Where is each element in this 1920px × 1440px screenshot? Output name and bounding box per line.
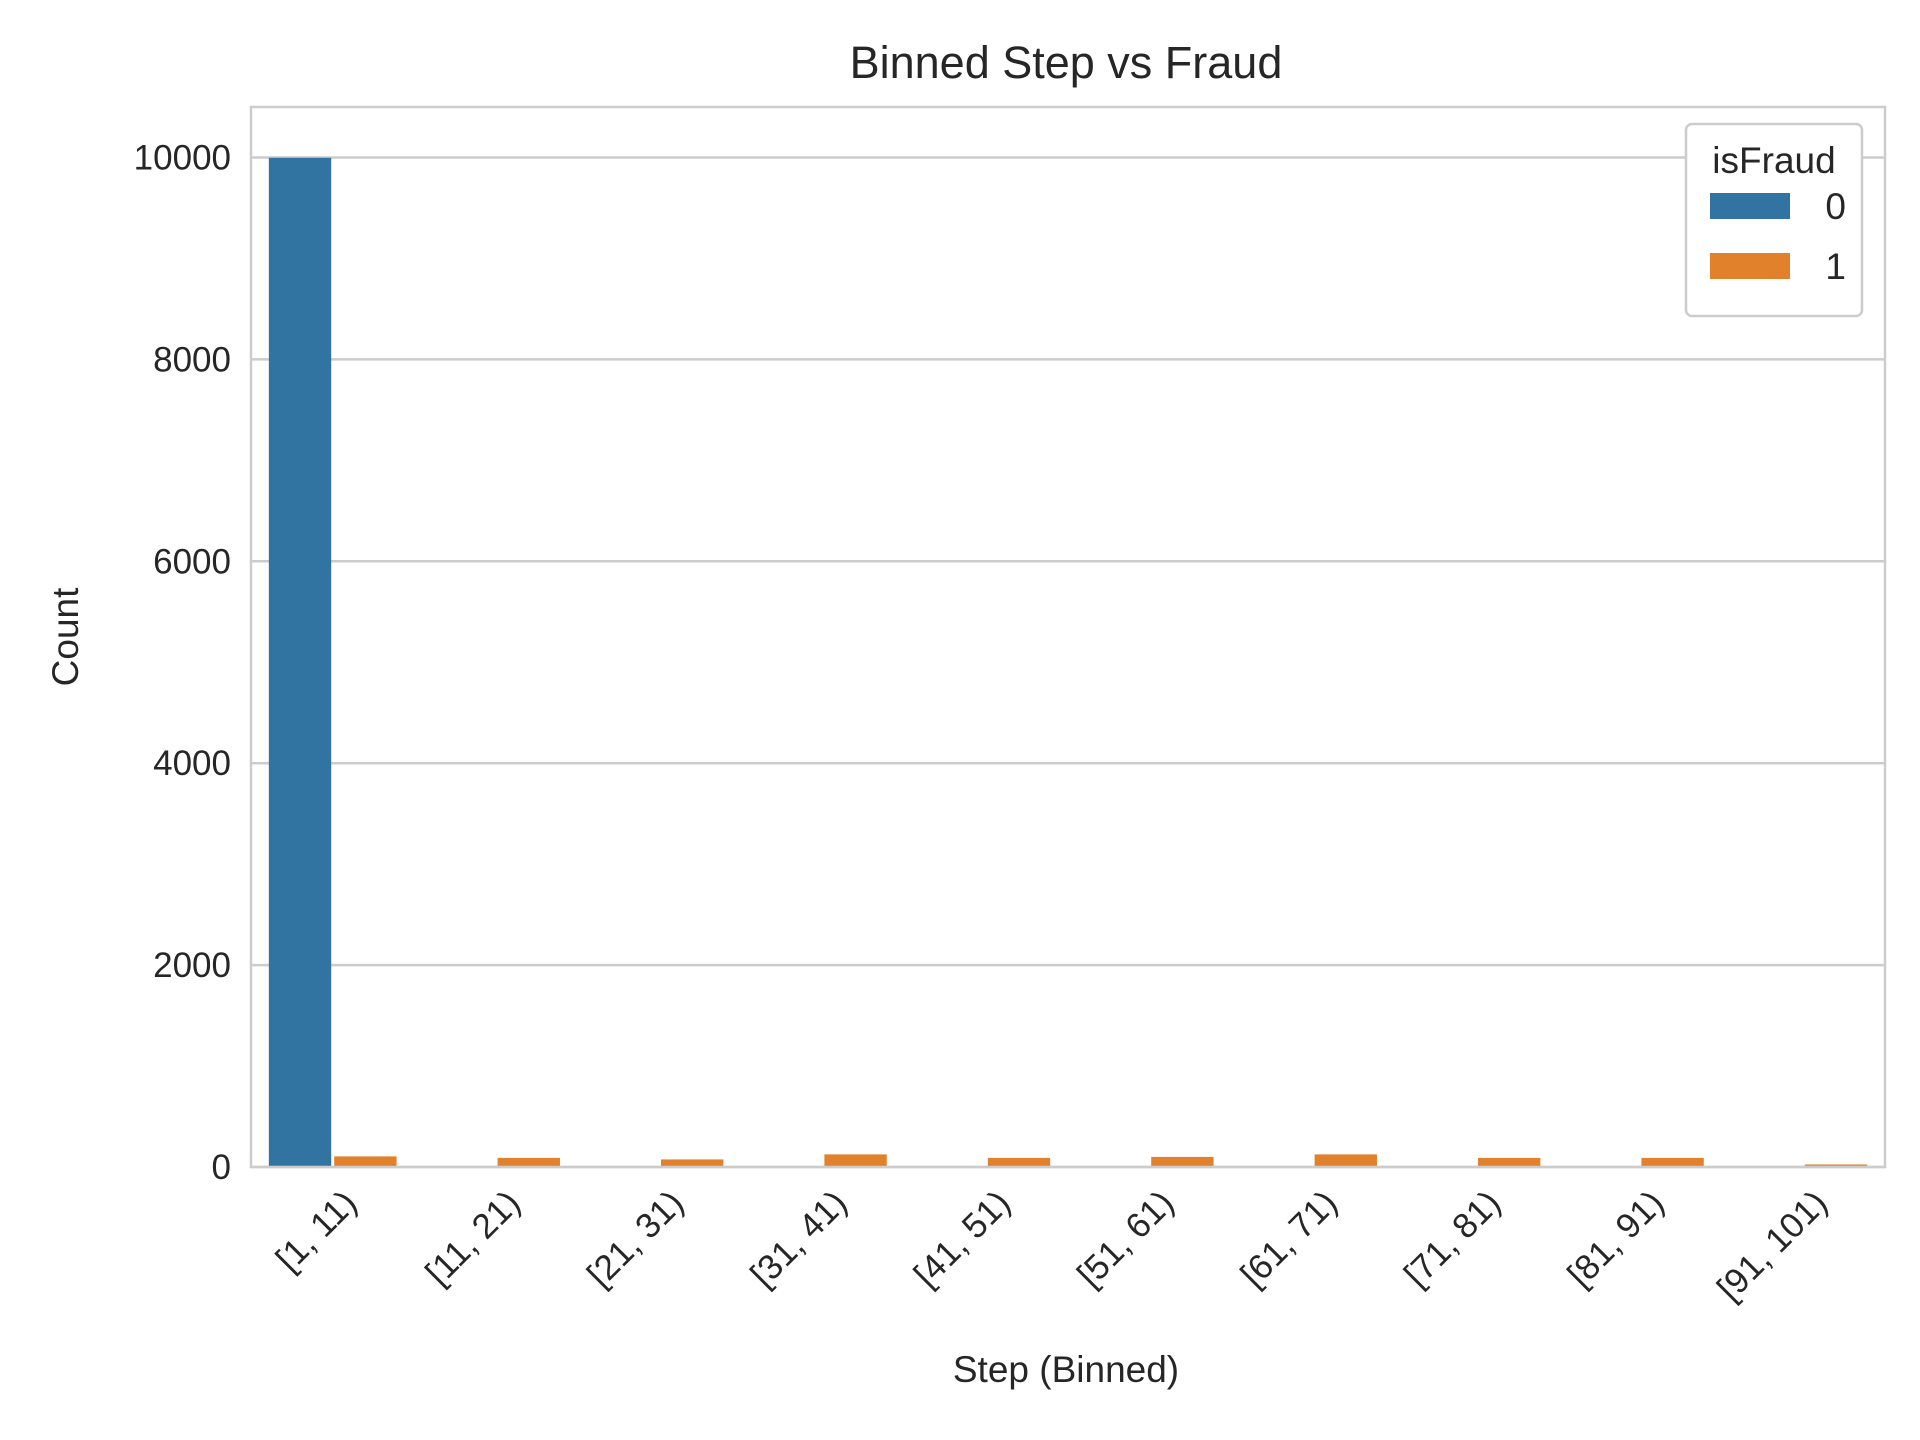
bar-series-0-0 xyxy=(268,157,332,1167)
legend-entries: 01 xyxy=(1710,186,1846,287)
bar-series-1-0 xyxy=(334,1156,397,1167)
bars xyxy=(268,157,1868,1167)
bar-series-1-2 xyxy=(661,1159,724,1167)
bar-series-1-1 xyxy=(497,1157,560,1167)
bar-series-1-3 xyxy=(824,1154,887,1167)
bar-series-1-9 xyxy=(1804,1164,1868,1167)
x-axis-label: Step (Binned) xyxy=(953,1349,1179,1390)
legend-swatch-0 xyxy=(1710,193,1790,219)
y-tick-label: 0 xyxy=(212,1148,231,1187)
bar-series-1-6 xyxy=(1314,1154,1377,1167)
bar-series-1-5 xyxy=(1151,1156,1214,1167)
y-axis-label: Count xyxy=(45,587,86,686)
y-tick-label: 4000 xyxy=(153,744,231,783)
legend: isFraud 01 xyxy=(1684,122,1864,318)
legend-label-0: 0 xyxy=(1825,186,1846,227)
legend-title: isFraud xyxy=(1712,140,1835,181)
bar-series-1-8 xyxy=(1641,1157,1704,1167)
y-tick-label: 2000 xyxy=(153,946,231,985)
y-tick-labels: 0 2000 4000 6000 8000 10000 xyxy=(134,138,231,1187)
y-tick-label: 10000 xyxy=(134,138,231,177)
bar-series-1-4 xyxy=(987,1157,1051,1167)
y-tick-label: 6000 xyxy=(153,542,231,581)
plot-frame xyxy=(249,105,1887,1169)
legend-swatch-1 xyxy=(1710,253,1790,279)
bar-series-1-7 xyxy=(1478,1157,1541,1167)
chart-title: Binned Step vs Fraud xyxy=(850,37,1283,88)
y-tick-label: 8000 xyxy=(153,340,231,379)
legend-label-1: 1 xyxy=(1825,246,1846,287)
